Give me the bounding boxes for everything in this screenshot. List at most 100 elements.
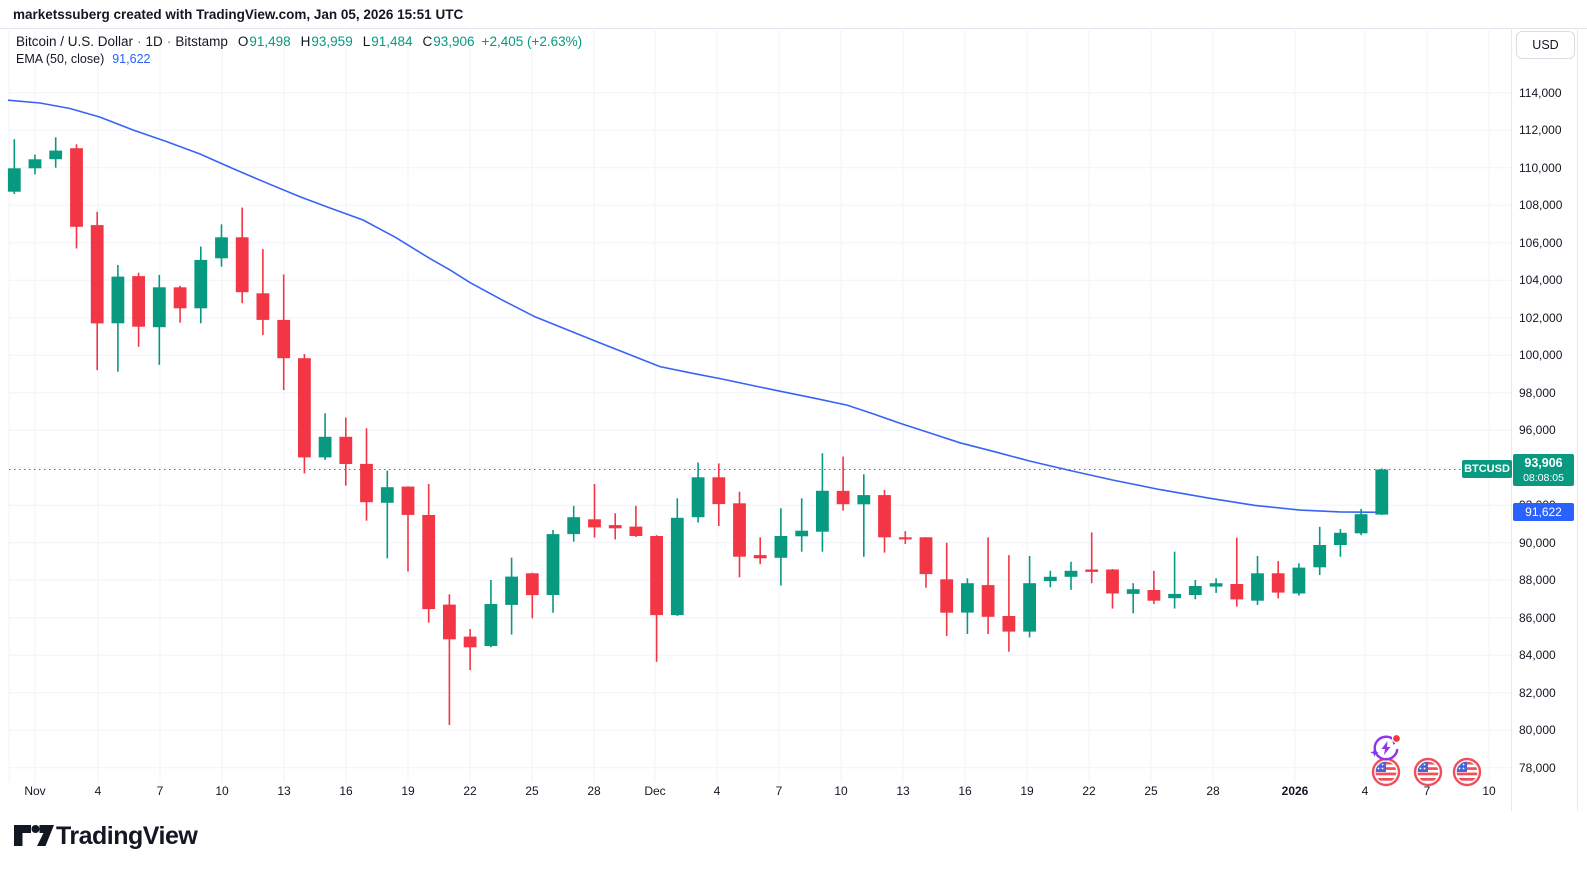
candle-dec-28 [1209,583,1223,587]
candle-jan-3 [1334,532,1347,545]
price-axis-label: 96,000 [1519,423,1556,438]
candle-dec-29 [1230,584,1244,600]
candle-wick [1090,532,1093,584]
candle-nov-29 [608,525,622,529]
indicator-row: EMA (50, close) 91,622 [16,52,582,66]
price-axis-label: 98,000 [1519,385,1556,400]
candle-nov-1 [28,159,42,169]
symbol-tag: BTCUSD [1462,460,1512,478]
candle-dec-7 [774,536,788,558]
candle-dec-5 [733,503,746,557]
price-axis-label: 78,000 [1519,760,1556,775]
ai-spark-icon[interactable] [1370,733,1402,761]
time-axis[interactable]: Nov 4 7 10 13 16 19 22 25 28 Dec 4 7 10 13 16 19 22 25 28 20… [0,784,1511,808]
price-axis-label: 82,000 [1519,685,1556,700]
candle-dec-16 [961,583,974,613]
candle-nov-28 [588,519,601,528]
candle-dec-12 [878,495,891,538]
chart-canvas[interactable] [0,0,1587,812]
candle-wick [1173,551,1176,609]
candle-wick [842,456,844,511]
time-axis-label: 4 [1361,784,1369,798]
time-axis-label: 25 [525,784,539,798]
price-axis-label: 100,000 [1519,348,1563,363]
candle-wick [1132,583,1134,614]
time-axis-label: 10 [215,784,229,798]
us-flag-event-icon[interactable] [1371,757,1401,787]
time-axis-label: 4 [713,784,721,798]
price-axis-label: 110,000 [1519,160,1562,175]
time-axis-label: 10 [834,784,848,798]
candle-nov-30 [629,526,643,536]
us-flag-event-icon[interactable] [1413,757,1443,787]
candle-nov-20 [422,515,436,610]
candle-wick [262,249,264,335]
right-border [1577,28,1578,811]
candle-dec-25 [1147,590,1161,601]
time-axis-label: 28 [587,784,601,798]
candle-wick [448,594,451,725]
candle-nov-27 [567,517,581,535]
exchange: Bitstamp [175,34,228,49]
candle-jan-4 [1354,514,1368,534]
candle-nov-6 [132,276,145,327]
time-axis-label: 19 [401,784,415,798]
candle-nov-3 [70,148,83,227]
high-label: H [300,34,311,49]
price-axis-label: 80,000 [1519,723,1556,738]
candle-nov-2 [49,150,63,160]
indicator-name[interactable]: EMA (50, close) [16,52,105,66]
candle-dec-9 [816,490,829,532]
candle-dec-24 [1126,589,1140,594]
candle-dec-27 [1188,586,1202,595]
candle-wick [635,505,637,537]
candle-wick [759,537,761,565]
price-axis-label: 102,000 [1519,310,1563,325]
candle-dec-1 [650,536,663,616]
candle-wick [800,498,803,552]
change-value: +2,405 (+2.63%) [481,34,583,49]
us-flag-event-icon[interactable] [1452,757,1482,787]
candle-dec-14 [919,537,933,575]
candle-dec-6 [753,555,767,559]
close-label: C [422,34,433,49]
price-axis[interactable]: 114,000 112,000 110,000 108,000 106,000 104,0… [1519,0,1583,875]
candle-nov-9 [194,259,208,309]
interval[interactable]: 1D [145,34,163,49]
candle-dec-2 [670,517,684,616]
separator-dot: · [166,34,172,49]
open-label: O [237,34,249,49]
footer: TradingView [0,811,1587,875]
currency-button[interactable]: USD [1516,31,1575,59]
candle-dec-15 [940,579,954,613]
time-axis-label: 10 [1482,784,1496,798]
price-axis-label: 112,000 [1519,123,1562,138]
price-axis-label: 88,000 [1519,573,1556,588]
candle-wick [13,139,16,194]
candle-dec-21 [1064,570,1078,577]
candle-nov-24 [505,576,518,605]
low-value: 91,484 [371,34,413,49]
candle-nov-19 [401,486,415,515]
candle-dec-10 [836,490,850,505]
candle-jan-1 [1292,567,1306,594]
candle-wick [324,413,326,460]
legend: Bitcoin / U.S. Dollar · 1D · Bitstamp O91,498… [16,34,582,66]
candle-nov-10 [215,237,228,259]
candle-nov-25 [525,573,539,596]
candle-nov-8 [173,287,187,309]
candle-dec-17 [981,585,995,617]
ema-price-tag: 91,622 [1513,503,1574,521]
time-axis-label: 25 [1144,784,1158,798]
candle-dec-31 [1271,573,1285,593]
candle-nov-26 [546,534,560,595]
symbol-title[interactable]: Bitcoin / U.S. Dollar [16,34,134,49]
time-axis-label: 7 [1423,784,1431,798]
tradingview-brand-text[interactable]: TradingView [56,822,198,850]
candle-nov-23 [484,604,498,646]
candle-nov-21 [443,604,456,640]
time-axis-label: 22 [1082,784,1096,798]
candle-wick [593,484,596,538]
candle-dec-11 [857,495,871,505]
